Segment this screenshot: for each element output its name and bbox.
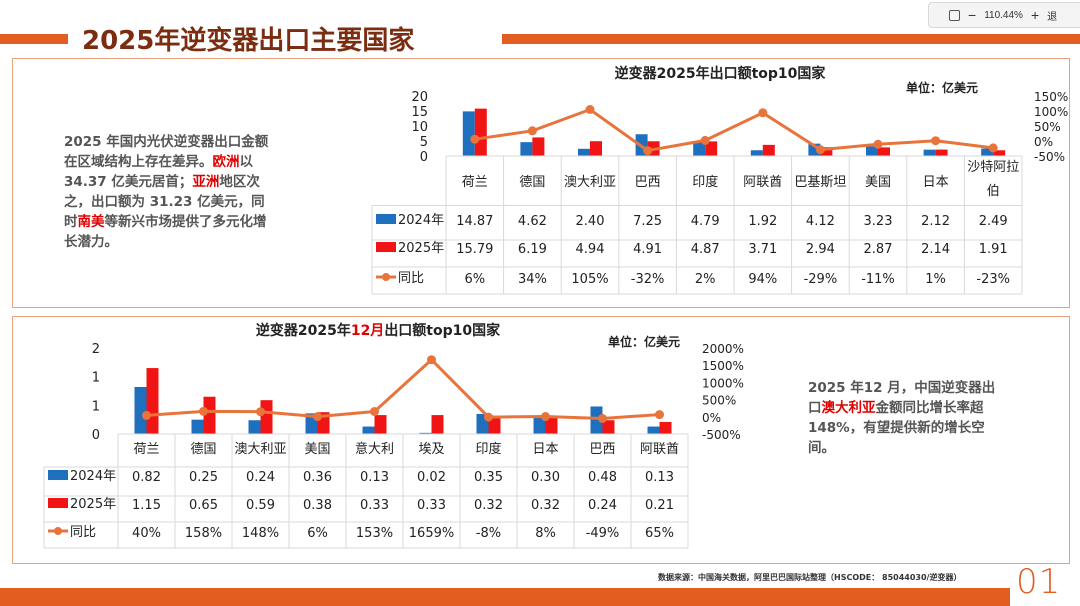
annual-note-run: 等新兴市场提供了多元化增长潜力。 xyxy=(64,214,267,250)
page-number: 01 xyxy=(1016,562,1062,602)
zoom-out-button[interactable]: − xyxy=(968,7,977,23)
viewer-toolbar: − 110.44% + 退 xyxy=(928,2,1080,28)
title-accent-right xyxy=(502,34,1080,44)
footer-accent xyxy=(0,588,1010,606)
annual-note-run: 欧洲 xyxy=(212,154,240,170)
exit-button[interactable]: 退 xyxy=(1047,11,1058,23)
annual-note-run: 以 34.37 亿美元居首； xyxy=(64,154,253,190)
annual-note-run: 2025 年国内光伏逆变器出口金额在区域结构上存在差异。 xyxy=(64,134,269,170)
annual-summary-note: 2025 年国内光伏逆变器出口金额在区域结构上存在差异。欧洲以 34.37 亿美… xyxy=(64,132,276,252)
december-chart-panel xyxy=(12,316,1070,564)
title-accent-left xyxy=(0,34,68,44)
annual-chart-panel xyxy=(12,58,1070,308)
annual-note-run: 地区次之，出口额为 31.23 亿美元，同时 xyxy=(64,174,265,230)
zoom-level: 110.44% xyxy=(984,9,1023,21)
december-summary-note: 2025 年12 月，中国逆变器出口澳大利亚金额同比增长率超148%，有望提供新… xyxy=(808,378,1008,458)
annual-note-run: 亚洲 xyxy=(192,174,220,190)
december-note-run: 澳大利亚 xyxy=(821,400,876,416)
december-note-run: 金额同比增长率超148%，有望提供新的增长空间。 xyxy=(808,400,985,456)
fit-page-icon[interactable] xyxy=(949,9,960,21)
page-title: 2025年逆变器出口主要国家 xyxy=(82,26,415,56)
december-note-run: 2025 年12 月，中国逆变器出口 xyxy=(808,380,996,416)
zoom-in-button[interactable]: + xyxy=(1030,7,1040,23)
annual-note-run: 南美 xyxy=(77,214,105,230)
data-source: 数据来源：中国海关数据，阿里巴巴国际站整理（HSCODE： 85044030/逆… xyxy=(658,573,962,582)
